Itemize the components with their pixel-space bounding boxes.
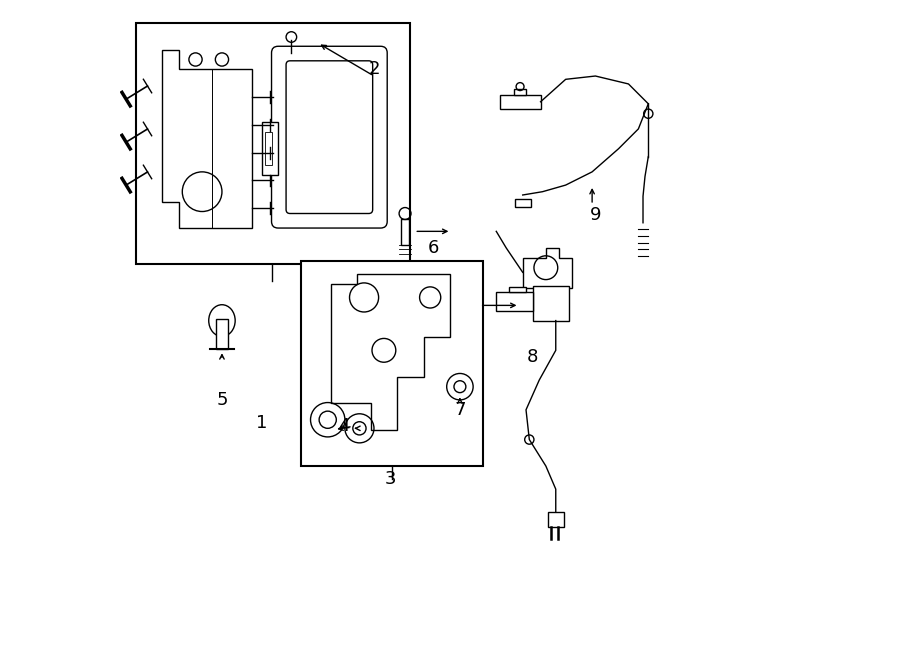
Text: 4: 4 bbox=[338, 417, 350, 436]
Bar bbox=[533, 286, 569, 321]
Text: 5: 5 bbox=[216, 391, 228, 409]
Text: 6: 6 bbox=[428, 239, 439, 257]
Bar bbox=[514, 89, 526, 95]
Bar bbox=[401, 219, 409, 245]
Text: 7: 7 bbox=[454, 401, 465, 419]
Text: 8: 8 bbox=[526, 348, 538, 366]
FancyBboxPatch shape bbox=[272, 46, 387, 228]
Bar bbox=[500, 95, 541, 109]
Bar bbox=[265, 132, 272, 165]
Ellipse shape bbox=[209, 305, 235, 336]
Text: 9: 9 bbox=[590, 206, 601, 224]
Bar bbox=[302, 261, 483, 466]
Bar bbox=[262, 122, 278, 175]
Text: 1: 1 bbox=[256, 414, 267, 432]
Bar bbox=[548, 512, 563, 527]
Bar bbox=[216, 319, 228, 349]
Text: 2: 2 bbox=[368, 60, 380, 79]
Bar bbox=[509, 287, 526, 292]
Bar bbox=[515, 199, 531, 207]
Text: 3: 3 bbox=[385, 470, 396, 488]
Bar bbox=[136, 23, 410, 264]
FancyBboxPatch shape bbox=[286, 61, 373, 214]
Bar bbox=[496, 292, 533, 311]
